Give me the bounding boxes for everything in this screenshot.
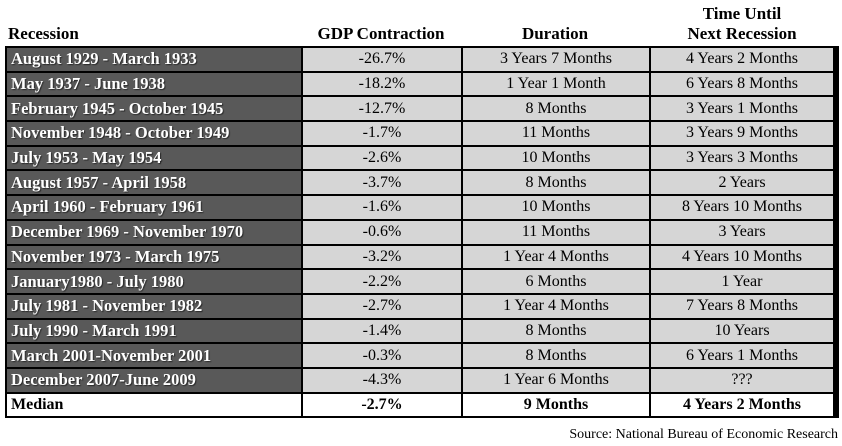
recession-cell: July 1990 - March 1991 xyxy=(7,319,303,343)
recession-cell: November 1973 - March 1975 xyxy=(7,245,303,269)
gdp-contraction-cell: -1.7% xyxy=(303,122,463,145)
next-recession-cell: 6 Years 1 Months xyxy=(651,344,833,367)
recession-cell: Median xyxy=(7,393,303,417)
next-recession-cell: 2 Years xyxy=(651,171,833,195)
table-row: July 1990 - March 1991 -1.4% 8 Months 10 Ye… xyxy=(7,319,837,345)
col-header-duration: Duration xyxy=(521,24,589,43)
gdp-contraction-cell: -2.7% xyxy=(303,393,463,417)
table-row: December 1969 - November 1970 -0.6% 11 Mon… xyxy=(7,220,837,246)
source-note: Source: National Bureau of Economic Rese… xyxy=(569,427,838,442)
table-row: November 1973 - March 1975 -3.2% 1 Year 4 … xyxy=(7,245,837,271)
recession-cell: May 1937 - June 1938 xyxy=(7,72,303,96)
next-recession-cell: ??? xyxy=(651,368,833,392)
recession-cell: November 1948 - October 1949 xyxy=(7,122,303,145)
duration-cell: 8 Months xyxy=(463,319,651,343)
duration-cell: 11 Months xyxy=(463,220,651,244)
duration-cell: 6 Months xyxy=(463,270,651,293)
next-recession-cell: 6 Years 8 Months xyxy=(651,72,833,96)
next-recession-cell: 3 Years xyxy=(651,220,833,244)
duration-cell: 8 Months xyxy=(463,344,651,367)
gdp-contraction-cell: -1.4% xyxy=(303,319,463,343)
gdp-contraction-cell: -2.7% xyxy=(303,294,463,318)
next-recession-cell: 4 Years 10 Months xyxy=(651,245,833,269)
recession-cell: July 1981 - November 1982 xyxy=(7,294,303,318)
table-row: May 1937 - June 1938 -18.2% 1 Year 1 Month… xyxy=(7,72,837,98)
table-row: July 1981 - November 1982 -2.7% 1 Year 4 M… xyxy=(7,294,837,320)
duration-cell: 1 Year 4 Months xyxy=(463,245,651,269)
gdp-contraction-cell: -0.6% xyxy=(303,220,463,244)
col-header-time-until-line1: Time Until xyxy=(702,4,782,23)
next-recession-cell: 4 Years 2 Months xyxy=(651,48,833,71)
next-recession-cell: 8 Years 10 Months xyxy=(651,196,833,219)
table-header: Recession GDP Contraction Duration Time … xyxy=(5,2,839,46)
recession-cell: February 1945 - October 1945 xyxy=(7,97,303,121)
gdp-contraction-cell: -2.6% xyxy=(303,146,463,170)
table-row: April 1960 - February 1961 -1.6% 10 Months… xyxy=(7,196,837,221)
duration-cell: 3 Years 7 Months xyxy=(463,48,651,71)
duration-cell: 10 Months xyxy=(463,196,651,219)
gdp-contraction-cell: -4.3% xyxy=(303,368,463,392)
table-row: August 1929 - March 1933 -26.7% 3 Years 7 … xyxy=(7,48,837,73)
next-recession-cell: 3 Years 3 Months xyxy=(651,146,833,170)
recession-cell: December 2007-June 2009 xyxy=(7,368,303,392)
next-recession-cell: 3 Years 9 Months xyxy=(651,122,833,145)
duration-cell: 1 Year 4 Months xyxy=(463,294,651,318)
recession-cell: August 1957 - April 1958 xyxy=(7,171,303,195)
col-header-gdp-contraction: GDP Contraction xyxy=(317,24,445,43)
duration-cell: 10 Months xyxy=(463,146,651,170)
table-row: July 1953 - May 1954 -2.6% 10 Months 3 Year… xyxy=(7,146,837,172)
gdp-contraction-cell: -18.2% xyxy=(303,72,463,96)
recession-cell: December 1969 - November 1970 xyxy=(7,220,303,244)
table-body: August 1929 - March 1933 -26.7% 3 Years 7 … xyxy=(5,46,839,419)
gdp-contraction-cell: -1.6% xyxy=(303,196,463,219)
col-header-recession: Recession xyxy=(8,24,79,43)
duration-cell: 8 Months xyxy=(463,171,651,195)
gdp-contraction-cell: -3.7% xyxy=(303,171,463,195)
table-row: January1980 - July 1980 -2.2% 6 Months 1 Ye… xyxy=(7,270,837,295)
median-row: Median -2.7% 9 Months 4 Years 2 Months xyxy=(7,393,837,417)
next-recession-cell: 3 Years 1 Months xyxy=(651,97,833,121)
gdp-contraction-cell: -2.2% xyxy=(303,270,463,293)
gdp-contraction-cell: -26.7% xyxy=(303,48,463,71)
duration-cell: 1 Year 6 Months xyxy=(463,368,651,392)
table-row: December 2007-June 2009 -4.3% 1 Year 6 Mon… xyxy=(7,368,837,394)
col-header-time-until-next-recession: Time Until Next Recession xyxy=(649,4,835,46)
recession-table: Recession GDP Contraction Duration Time … xyxy=(5,2,839,419)
next-recession-cell: 1 Year xyxy=(651,270,833,293)
table-row: November 1948 - October 1949 -1.7% 11 Mont… xyxy=(7,122,837,147)
col-header-time-until-line2: Next Recession xyxy=(687,24,797,43)
recession-cell: August 1929 - March 1933 xyxy=(7,48,303,71)
gdp-contraction-cell: -0.3% xyxy=(303,344,463,367)
next-recession-cell: 7 Years 8 Months xyxy=(651,294,833,318)
table-row: August 1957 - April 1958 -3.7% 8 Months 2 Y… xyxy=(7,171,837,197)
next-recession-cell: 4 Years 2 Months xyxy=(651,393,833,417)
table-row: February 1945 - October 1945 -12.7% 8 Mont… xyxy=(7,97,837,123)
recession-cell: March 2001-November 2001 xyxy=(7,344,303,367)
duration-cell: 11 Months xyxy=(463,122,651,145)
recession-cell: January1980 - July 1980 xyxy=(7,270,303,293)
duration-cell: 9 Months xyxy=(463,393,651,417)
recession-cell: April 1960 - February 1961 xyxy=(7,196,303,219)
gdp-contraction-cell: -12.7% xyxy=(303,97,463,121)
duration-cell: 1 Year 1 Month xyxy=(463,72,651,96)
recession-cell: July 1953 - May 1954 xyxy=(7,146,303,170)
gdp-contraction-cell: -3.2% xyxy=(303,245,463,269)
table-row: March 2001-November 2001 -0.3% 8 Months 6 Y… xyxy=(7,344,837,369)
next-recession-cell: 10 Years xyxy=(651,319,833,343)
duration-cell: 8 Months xyxy=(463,97,651,121)
